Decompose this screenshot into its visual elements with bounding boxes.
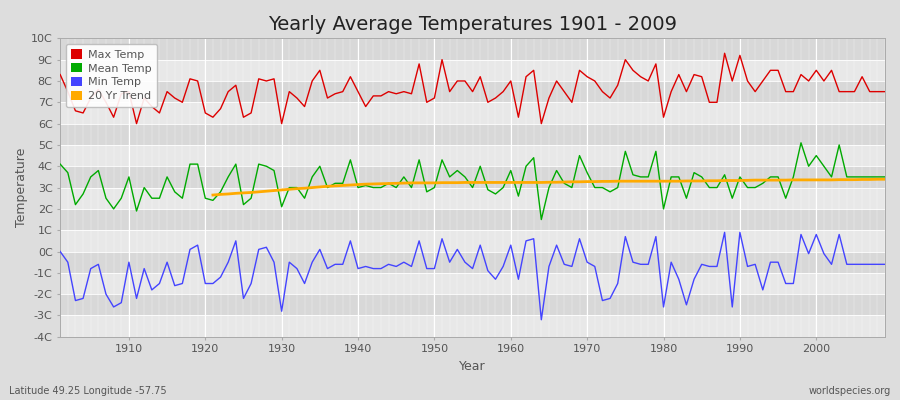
Bar <box>60 209 885 230</box>
Legend: Max Temp, Mean Temp, Min Temp, 20 Yr Trend: Max Temp, Mean Temp, Min Temp, 20 Yr Tre… <box>66 44 158 107</box>
Bar <box>60 230 885 252</box>
Bar <box>60 188 885 209</box>
Text: worldspecies.org: worldspecies.org <box>809 386 891 396</box>
Y-axis label: Temperature: Temperature <box>15 148 28 227</box>
Text: Latitude 49.25 Longitude -57.75: Latitude 49.25 Longitude -57.75 <box>9 386 166 396</box>
Bar <box>60 60 885 81</box>
Bar <box>60 316 885 337</box>
Bar <box>60 81 885 102</box>
Title: Yearly Average Temperatures 1901 - 2009: Yearly Average Temperatures 1901 - 2009 <box>268 15 677 34</box>
Bar <box>60 294 885 316</box>
Bar <box>60 145 885 166</box>
Bar <box>60 38 885 60</box>
Bar <box>60 166 885 188</box>
Bar <box>60 252 885 273</box>
Bar <box>60 124 885 145</box>
Bar <box>60 273 885 294</box>
Bar <box>60 102 885 124</box>
X-axis label: Year: Year <box>459 360 486 373</box>
